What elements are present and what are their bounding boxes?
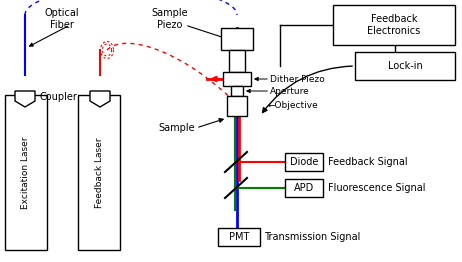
Polygon shape [15,91,35,107]
Bar [355,52,455,80]
Text: Coupler: Coupler [40,92,78,102]
Text: Sample: Sample [158,123,195,133]
Bar [285,153,323,171]
Bar [218,228,260,246]
Bar [285,179,323,197]
Text: Sample
Piezo: Sample Piezo [152,8,188,30]
Text: Diode: Diode [290,157,318,167]
Bar [227,96,247,116]
Bar [231,86,243,96]
Text: Dither Piezo: Dither Piezo [270,74,325,84]
Text: Fluorescence Signal: Fluorescence Signal [328,183,426,193]
Bar [221,28,253,50]
Text: APD: APD [294,183,314,193]
Text: Aperture: Aperture [270,86,310,96]
Text: ←Objective: ←Objective [268,101,319,111]
Bar [78,95,120,250]
Text: PMT: PMT [229,232,249,242]
Text: Lock-in: Lock-in [388,61,422,71]
Text: Transmission Signal: Transmission Signal [264,232,360,242]
Bar [223,72,251,86]
Text: Excitation Laser: Excitation Laser [22,136,30,209]
Bar [229,50,245,72]
Bar [333,5,455,45]
Text: Feedback Laser: Feedback Laser [95,137,103,208]
Text: Feedback Signal: Feedback Signal [328,157,407,167]
Text: Feedback
Electronics: Feedback Electronics [367,14,420,36]
Text: Optical
Fiber: Optical Fiber [45,8,79,30]
Bar [5,95,47,250]
Polygon shape [90,91,110,107]
